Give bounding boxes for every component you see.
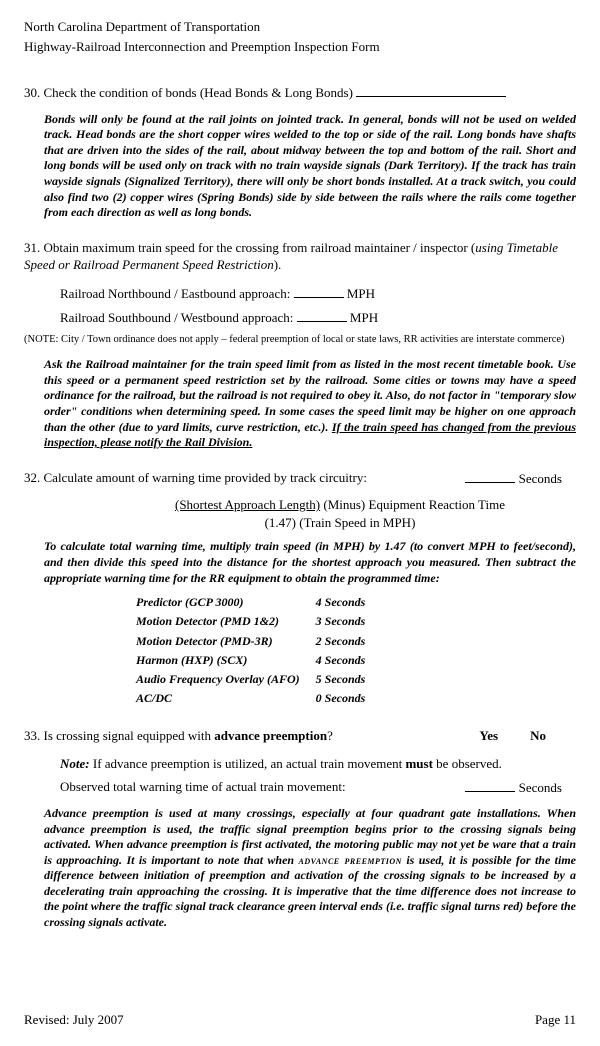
table-row: Audio Frequency Overlay (AFO)5 Seconds — [136, 671, 379, 688]
equipment-name: Harmon (HXP) (SCX) — [136, 652, 314, 669]
q33-help: Advance preemption is used at many cross… — [44, 806, 576, 931]
q33-note-label: Note: — [60, 756, 90, 771]
q32-seconds: Seconds — [519, 471, 562, 486]
equipment-name: Predictor (GCP 3000) — [136, 594, 314, 611]
q32-equipment-table: Predictor (GCP 3000)4 SecondsMotion Dete… — [134, 592, 381, 709]
question-33: 33. Is crossing signal equipped with adv… — [24, 727, 576, 745]
q32-formula-top: (Shortest Approach Length) — [175, 497, 320, 512]
q31-sb-blank[interactable] — [297, 308, 347, 322]
q33-yes[interactable]: Yes — [479, 728, 498, 743]
equipment-name: Audio Frequency Overlay (AFO) — [136, 671, 314, 688]
footer-revised: Revised: July 2007 — [24, 1011, 124, 1029]
question-31: 31. Obtain maximum train speed for the c… — [24, 239, 576, 274]
q32-formula: (Shortest Approach Length) (Minus) Equip… — [104, 496, 576, 531]
q32-formula-bot: (1.47) (Train Speed in MPH) — [265, 515, 416, 530]
equipment-value: 4 Seconds — [316, 652, 380, 669]
q32-text: 32. Calculate amount of warning time pro… — [24, 470, 367, 485]
q33-seconds-wrap: Seconds — [465, 778, 562, 797]
q32-help-intro: To calculate total warning time, multipl… — [44, 539, 576, 586]
q33-seconds: Seconds — [519, 780, 562, 795]
q33-note-a: If advance preemption is utilized, an ac… — [90, 756, 406, 771]
q31-sb-label: Railroad Southbound / Westbound approach… — [60, 310, 293, 325]
q30-text: 30. Check the condition of bonds (Head B… — [24, 85, 353, 100]
header-title: North Carolina Department of Transportat… — [24, 18, 576, 36]
q33-observed: Observed total warning time of actual tr… — [60, 779, 346, 794]
equipment-value: 0 Seconds — [316, 690, 380, 707]
q33-text-c: ? — [327, 728, 333, 743]
question-32: 32. Calculate amount of warning time pro… — [24, 469, 576, 487]
q31-nb-blank[interactable] — [294, 284, 344, 298]
header-subtitle: Highway-Railroad Interconnection and Pre… — [24, 38, 576, 56]
table-row: Motion Detector (PMD-3R)2 Seconds — [136, 633, 379, 650]
q31-note: (NOTE: City / Town ordinance does not ap… — [24, 333, 576, 347]
q31-sb-row: Railroad Southbound / Westbound approach… — [60, 308, 576, 327]
q33-no[interactable]: No — [530, 728, 546, 743]
q31-text-a: 31. Obtain maximum train speed for the c… — [24, 240, 475, 255]
q31-nb-mph: MPH — [347, 286, 375, 301]
q33-blank[interactable] — [465, 778, 515, 792]
q31-sb-mph: MPH — [350, 310, 378, 325]
q31-text-c: ). — [274, 257, 282, 272]
q30-blank[interactable] — [356, 83, 506, 97]
q33-observed-row: Observed total warning time of actual tr… — [60, 778, 576, 796]
equipment-name: Motion Detector (PMD-3R) — [136, 633, 314, 650]
q33-note: Note: If advance preemption is utilized,… — [60, 755, 576, 773]
table-row: Predictor (GCP 3000)4 Seconds — [136, 594, 379, 611]
equipment-name: Motion Detector (PMD 1&2) — [136, 613, 314, 630]
equipment-value: 4 Seconds — [316, 594, 380, 611]
q33-yes-no: Yes No — [447, 727, 546, 745]
table-row: Motion Detector (PMD 1&2)3 Seconds — [136, 613, 379, 630]
equipment-name: AC/DC — [136, 690, 314, 707]
q31-nb-label: Railroad Northbound / Eastbound approach… — [60, 286, 290, 301]
equipment-value: 5 Seconds — [316, 671, 380, 688]
q31-nb-row: Railroad Northbound / Eastbound approach… — [60, 284, 576, 303]
q33-help-sc: advance preemption — [298, 853, 401, 867]
table-row: AC/DC0 Seconds — [136, 690, 379, 707]
question-30: 30. Check the condition of bonds (Head B… — [24, 83, 576, 102]
q30-help: Bonds will only be found at the rail joi… — [44, 112, 576, 221]
table-row: Harmon (HXP) (SCX)4 Seconds — [136, 652, 379, 669]
q32-seconds-wrap: Seconds — [465, 469, 562, 488]
page-footer: Revised: July 2007 Page 11 — [24, 1011, 576, 1029]
equipment-value: 2 Seconds — [316, 633, 380, 650]
equipment-value: 3 Seconds — [316, 613, 380, 630]
footer-page: Page 11 — [535, 1011, 576, 1029]
q33-text-a: 33. Is crossing signal equipped with — [24, 728, 214, 743]
q31-help: Ask the Railroad maintainer for the trai… — [44, 357, 576, 451]
q33-note-c: be observed. — [433, 756, 502, 771]
q32-blank[interactable] — [465, 469, 515, 483]
q33-note-b: must — [405, 756, 432, 771]
q33-text-b: advance preemption — [214, 728, 327, 743]
q32-formula-mid: (Minus) Equipment Reaction Time — [320, 497, 505, 512]
